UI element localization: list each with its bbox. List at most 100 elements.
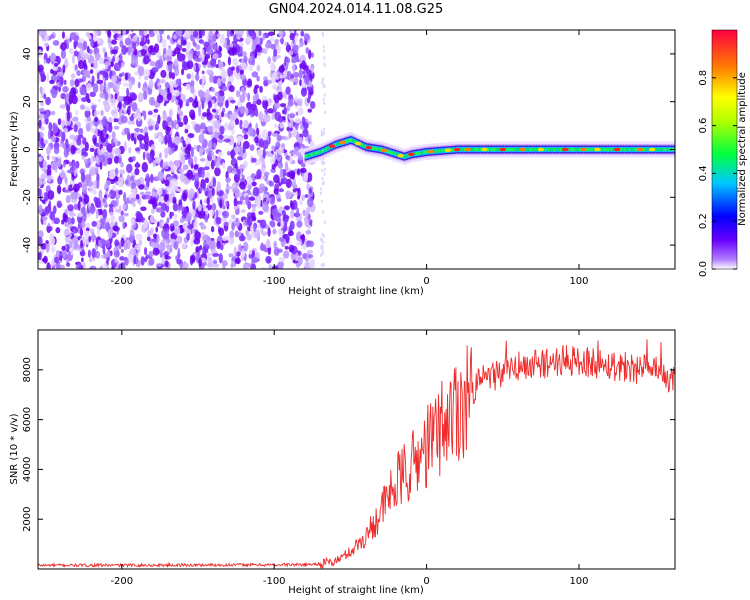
noise-speckle — [190, 85, 195, 94]
noise-speckle — [209, 58, 217, 67]
noise-speckle — [71, 54, 75, 64]
noise-speckle — [86, 116, 92, 122]
noise-speckle — [262, 148, 266, 159]
noise-speckle — [118, 189, 123, 195]
noise-speckle — [73, 124, 78, 133]
signal-core — [526, 148, 529, 151]
noise-speckle — [203, 41, 210, 47]
noise-speckle — [69, 212, 76, 217]
noise-speckle — [113, 118, 119, 123]
signal-hotspot — [397, 153, 404, 158]
signal-core — [478, 148, 481, 151]
noise-speckle — [56, 200, 62, 209]
noise-speckle — [214, 114, 220, 119]
signal-core — [576, 148, 579, 151]
noise-speckle — [142, 90, 148, 100]
noise-speckle — [140, 206, 147, 212]
noise-speckle — [319, 191, 322, 196]
noise-speckle — [165, 55, 173, 62]
noise-speckle — [304, 219, 308, 227]
noise-speckle — [201, 100, 205, 110]
noise-speckle — [202, 112, 208, 117]
noise-speckle — [307, 172, 313, 183]
noise-speckle — [171, 120, 175, 130]
noise-speckle — [288, 50, 294, 56]
noise-speckle — [131, 188, 137, 199]
noise-speckle — [234, 257, 241, 265]
noise-speckle — [163, 164, 169, 170]
noise-speckle — [143, 219, 149, 229]
noise-speckle — [256, 127, 260, 136]
signal-core — [435, 149, 438, 153]
noise-speckle — [104, 91, 109, 101]
noise-speckle — [238, 30, 245, 36]
noise-speckle — [273, 94, 280, 104]
noise-speckle — [214, 91, 220, 97]
noise-speckle — [303, 121, 309, 130]
noise-speckle — [267, 108, 274, 114]
noise-speckle — [249, 249, 253, 255]
noise-speckle — [73, 50, 79, 57]
noise-speckle — [157, 82, 161, 88]
signal-core — [603, 148, 606, 151]
noise-speckle — [299, 235, 306, 240]
noise-speckle — [42, 159, 47, 170]
noise-speckle — [225, 200, 229, 207]
noise-speckle — [104, 221, 111, 232]
noise-speckle — [191, 191, 195, 197]
signal-hotspot — [537, 147, 545, 152]
noise-speckle — [122, 102, 127, 109]
noise-speckle — [250, 263, 257, 269]
noise-speckle — [118, 73, 123, 78]
noise-speckle — [146, 236, 151, 242]
noise-speckle — [91, 75, 95, 85]
noise-speckle — [305, 261, 309, 269]
noise-speckle — [302, 252, 307, 260]
signal-core — [631, 148, 634, 151]
noise-speckle — [65, 262, 71, 267]
noise-speckle — [252, 100, 258, 105]
noise-speckle — [169, 247, 173, 253]
noise-speckle — [159, 78, 165, 84]
signal-core — [309, 153, 312, 157]
noise-speckle — [305, 229, 311, 235]
noise-speckle — [194, 57, 202, 63]
noise-speckle — [261, 159, 266, 168]
noise-speckle — [176, 258, 182, 265]
noise-speckle — [298, 143, 306, 150]
noise-speckle — [184, 124, 191, 130]
noise-speckle — [130, 181, 136, 190]
noise-speckle — [186, 73, 192, 80]
noise-speckle — [262, 98, 269, 110]
noise-speckle — [74, 78, 80, 87]
noise-speckle — [236, 169, 241, 175]
noise-speckle — [150, 144, 156, 151]
noise-speckle — [254, 107, 259, 117]
noise-speckle — [184, 128, 189, 134]
noise-speckle — [321, 31, 324, 36]
noise-speckle — [103, 80, 107, 91]
signal-hotspot — [427, 149, 435, 154]
signal-hotspot — [328, 144, 336, 148]
noise-speckle — [75, 109, 79, 116]
noise-speckle — [287, 230, 294, 237]
signal-core — [525, 148, 528, 151]
signal-core — [304, 155, 307, 159]
noise-speckle — [192, 100, 199, 109]
noise-speckle — [38, 230, 44, 239]
noise-speckle — [156, 187, 163, 196]
noise-speckle — [279, 74, 285, 79]
noise-speckle — [204, 214, 209, 223]
noise-speckle — [218, 107, 222, 115]
noise-speckle — [70, 144, 76, 155]
noise-speckle — [53, 146, 60, 155]
noise-speckle — [271, 132, 279, 137]
signal-core — [420, 151, 423, 155]
noise-speckle — [148, 257, 155, 266]
noise-speckle — [95, 126, 98, 137]
noise-speckle — [230, 99, 236, 104]
noise-speckle — [207, 125, 212, 133]
noise-speckle — [152, 191, 158, 199]
